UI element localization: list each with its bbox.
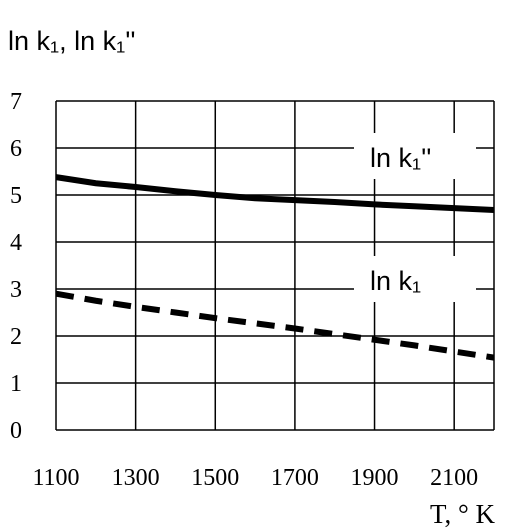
y-tick-labels: 0 1 2 3 4 5 6 7 [10, 89, 22, 444]
y-tick-label: 7 [10, 89, 22, 115]
y-tick-label: 1 [10, 371, 22, 397]
y-tick-label: 5 [10, 183, 22, 209]
series-label-k1pp: ln k₁'' [370, 143, 431, 173]
x-tick-label: 1100 [32, 465, 79, 491]
y-tick-label: 3 [10, 277, 22, 303]
label-box-k1pp [354, 133, 476, 179]
series-label-k1: ln k₁ [370, 266, 421, 296]
y-tick-label: 2 [10, 324, 22, 350]
x-tick-label: 1900 [351, 465, 399, 491]
series-line-1 [55, 290, 495, 361]
series-line-0 [55, 174, 495, 214]
label-box-k1 [354, 256, 476, 302]
series-labels: ln k₁'' ln k₁ [354, 133, 476, 302]
x-tick-label: 2100 [430, 465, 478, 491]
y-tick-label: 6 [10, 136, 22, 162]
y-tick-label: 0 [10, 418, 22, 444]
y-tick-label: 4 [10, 230, 22, 256]
x-tick-label: 1700 [271, 465, 319, 491]
x-tick-labels: 1100 1300 1500 1700 1900 2100 [32, 465, 478, 491]
series-layer [55, 174, 495, 361]
y-axis-label: ln k₁, ln k₁'' [8, 26, 136, 56]
x-axis-label: T, ° K [430, 499, 496, 529]
x-tick-label: 1300 [112, 465, 160, 491]
x-tick-label: 1500 [191, 465, 239, 491]
